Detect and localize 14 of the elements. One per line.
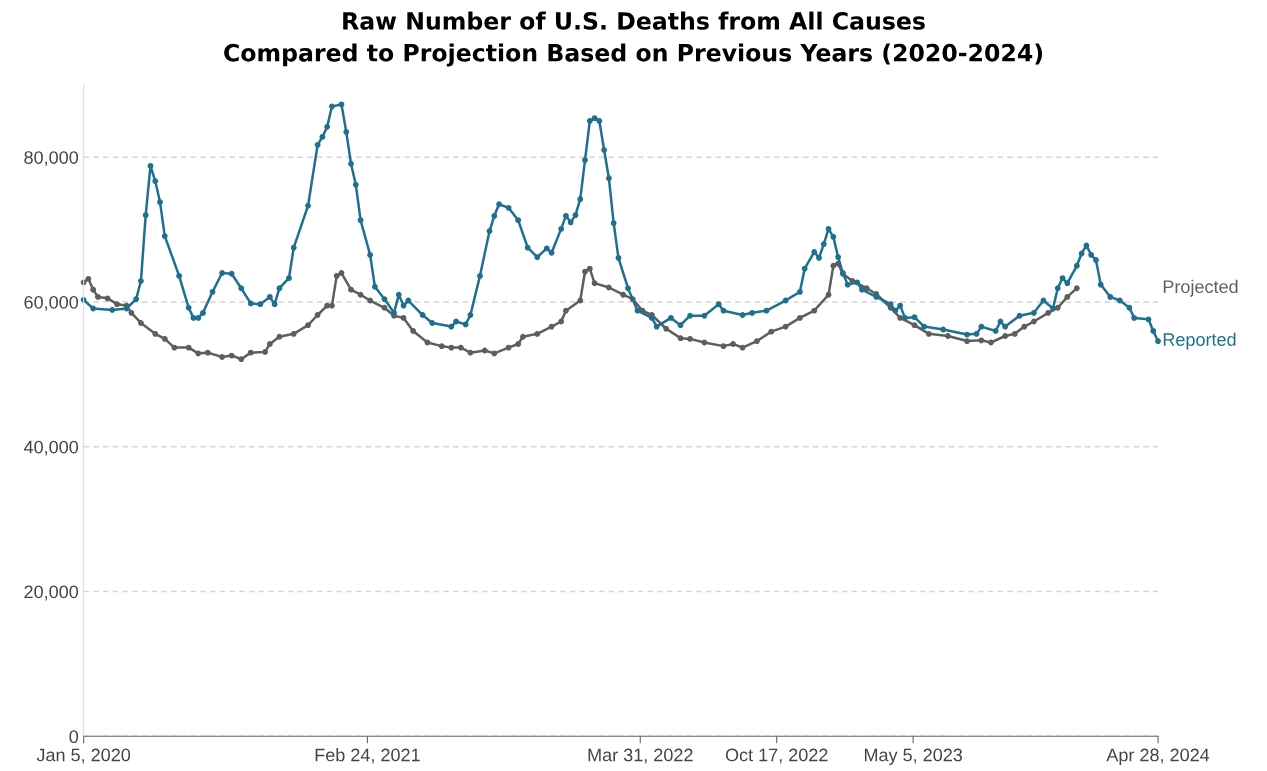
x-tick-label: Mar 31, 2022 — [588, 748, 693, 764]
x-tick-label: May 5, 2023 — [864, 748, 963, 765]
x-tick-label: Apr 28, 2024 — [1106, 748, 1210, 765]
y-tick-label: 40,000 — [23, 440, 79, 456]
text: Projected — [1163, 279, 1238, 297]
series-label: Reported — [1163, 332, 1236, 350]
y-tick-label: 80,000 — [24, 151, 79, 167]
chart-title: Raw Number of U.S. Deaths from All Causes Compared to Projection Based on Previous Years (2020-2024) — [224, 11, 1043, 67]
y-tick-label: 20,000 — [24, 585, 79, 601]
x-tick-label: Feb 24, 2021 — [315, 748, 420, 764]
y-tick-label: 0 — [69, 730, 79, 744]
y-tick-label: 60,000 — [24, 295, 79, 311]
x-tick-label: Oct 17, 2022 — [725, 748, 828, 764]
x-tick-label: Jan 5, 2020 — [36, 748, 131, 764]
